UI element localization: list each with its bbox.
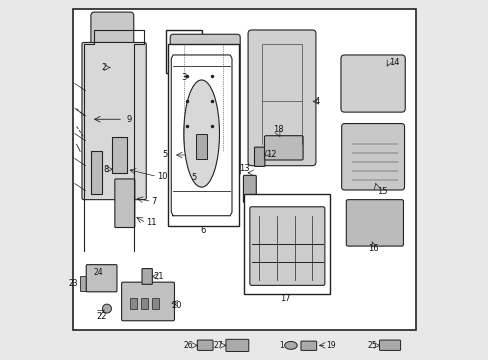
FancyBboxPatch shape xyxy=(379,340,400,350)
Text: 14: 14 xyxy=(388,58,399,67)
FancyBboxPatch shape xyxy=(346,200,403,246)
FancyBboxPatch shape xyxy=(197,340,213,350)
Text: 16: 16 xyxy=(367,244,378,253)
Text: 15: 15 xyxy=(376,187,386,196)
Text: 24: 24 xyxy=(93,268,102,277)
FancyBboxPatch shape xyxy=(82,42,146,200)
Text: 11: 11 xyxy=(146,219,157,228)
Text: 25: 25 xyxy=(366,341,376,350)
FancyBboxPatch shape xyxy=(254,147,264,166)
Text: 23: 23 xyxy=(69,279,78,288)
Bar xyxy=(91,152,102,194)
FancyBboxPatch shape xyxy=(247,30,315,166)
Text: 8: 8 xyxy=(103,165,108,174)
Text: 3: 3 xyxy=(181,73,186,82)
Bar xyxy=(151,298,159,309)
Ellipse shape xyxy=(284,342,297,349)
Bar xyxy=(112,137,126,173)
Text: 21: 21 xyxy=(153,272,163,281)
Text: 26: 26 xyxy=(183,341,192,350)
Text: 19: 19 xyxy=(326,341,336,350)
FancyBboxPatch shape xyxy=(264,136,303,160)
Text: 5: 5 xyxy=(162,150,167,159)
Text: 2: 2 xyxy=(102,63,107,72)
Text: 22: 22 xyxy=(96,312,107,321)
Bar xyxy=(165,30,201,73)
FancyBboxPatch shape xyxy=(170,34,240,176)
Text: 12: 12 xyxy=(265,150,276,159)
Bar xyxy=(244,194,329,294)
Bar xyxy=(130,298,137,309)
Text: 7: 7 xyxy=(151,197,157,206)
Text: 17: 17 xyxy=(280,294,290,303)
Bar xyxy=(141,298,148,309)
FancyBboxPatch shape xyxy=(341,123,404,190)
Bar xyxy=(187,41,194,55)
FancyBboxPatch shape xyxy=(300,341,316,350)
FancyBboxPatch shape xyxy=(142,269,152,284)
Ellipse shape xyxy=(183,80,219,187)
Text: 27: 27 xyxy=(213,341,223,350)
Text: 4: 4 xyxy=(313,97,319,106)
FancyBboxPatch shape xyxy=(340,55,405,112)
Text: 1: 1 xyxy=(279,341,283,350)
Text: 5: 5 xyxy=(191,173,197,182)
Bar xyxy=(173,41,180,55)
FancyBboxPatch shape xyxy=(249,207,324,285)
Text: 20: 20 xyxy=(171,301,182,310)
FancyBboxPatch shape xyxy=(86,265,117,292)
Text: 6: 6 xyxy=(200,226,205,235)
Text: 9: 9 xyxy=(126,115,132,124)
FancyBboxPatch shape xyxy=(225,339,248,351)
FancyBboxPatch shape xyxy=(115,179,135,228)
Ellipse shape xyxy=(102,304,111,313)
FancyBboxPatch shape xyxy=(122,282,174,321)
Bar xyxy=(167,44,239,226)
Text: 13: 13 xyxy=(239,164,249,173)
Bar xyxy=(80,276,85,291)
Bar xyxy=(196,134,206,158)
FancyBboxPatch shape xyxy=(91,12,134,51)
Text: 18: 18 xyxy=(273,125,283,134)
Text: 10: 10 xyxy=(157,172,167,181)
FancyBboxPatch shape xyxy=(243,175,256,203)
